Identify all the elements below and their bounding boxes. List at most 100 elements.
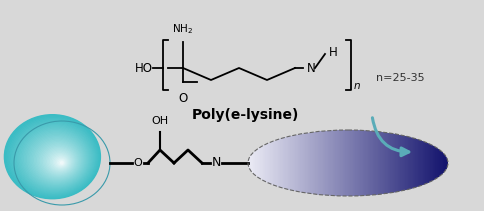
Bar [409,138,413,188]
Bar [270,142,273,184]
Bar [365,131,368,195]
Text: n=25-35: n=25-35 [375,73,424,83]
Text: n: n [353,81,360,91]
Ellipse shape [46,150,73,173]
Bar [345,130,348,196]
Bar [305,133,308,193]
Ellipse shape [59,161,64,165]
Ellipse shape [22,129,89,188]
Bar [422,142,425,184]
Bar [385,133,388,193]
Ellipse shape [12,121,95,194]
Bar [265,144,268,182]
Bar [372,131,375,195]
Bar [387,133,390,193]
Bar [337,130,340,196]
Ellipse shape [53,156,68,168]
Bar [412,138,415,188]
Ellipse shape [52,154,69,169]
Bar [350,130,353,196]
Ellipse shape [7,117,98,197]
Ellipse shape [42,146,76,176]
Ellipse shape [25,132,87,186]
Ellipse shape [15,123,93,192]
Ellipse shape [49,152,71,171]
Ellipse shape [23,130,88,187]
Bar [394,134,398,192]
Bar [439,151,442,174]
Bar [280,138,283,188]
Bar [283,138,286,188]
Ellipse shape [28,134,85,184]
Ellipse shape [40,145,76,176]
Ellipse shape [10,119,96,195]
Bar [435,148,438,178]
Ellipse shape [26,133,86,185]
Bar [315,132,318,194]
Bar [300,134,303,192]
Ellipse shape [58,159,65,166]
Bar [327,131,330,195]
Ellipse shape [33,139,81,181]
Ellipse shape [20,128,90,189]
Bar [340,130,343,196]
Bar [360,130,363,196]
Bar [407,137,410,189]
Bar [257,148,260,178]
Bar [370,131,373,195]
Bar [333,130,335,196]
Text: O: O [134,158,142,168]
Bar [375,131,378,195]
Ellipse shape [30,137,83,183]
Bar [437,150,440,176]
Bar [255,150,258,176]
Bar [250,154,253,172]
Ellipse shape [60,162,63,164]
Bar [310,132,313,194]
Bar [297,134,301,192]
Ellipse shape [36,141,79,179]
Bar [253,151,256,174]
Bar [430,145,433,181]
Bar [335,130,338,196]
Bar [362,130,365,196]
Ellipse shape [31,138,82,182]
Bar [417,140,420,186]
Bar [392,134,395,192]
Bar [352,130,355,196]
Bar [400,135,403,191]
Bar [377,132,380,194]
Ellipse shape [17,126,91,191]
Bar [402,136,405,190]
Ellipse shape [9,118,97,196]
Bar [285,137,288,189]
Bar [348,130,350,196]
Text: HO: HO [135,61,152,74]
Bar [445,158,448,168]
Bar [330,130,333,196]
Bar [292,135,295,191]
Ellipse shape [45,149,74,174]
Bar [432,146,435,180]
Bar [295,135,298,191]
Bar [290,136,293,190]
Bar [318,131,320,195]
Bar [380,132,383,194]
Bar [272,141,275,185]
Text: O: O [178,92,187,105]
Bar [355,130,358,196]
Ellipse shape [55,157,67,168]
Ellipse shape [247,130,447,196]
Bar [262,145,265,181]
Ellipse shape [56,158,66,166]
Ellipse shape [6,116,99,198]
Bar [382,132,385,194]
Ellipse shape [43,147,75,174]
Bar [277,139,280,187]
Text: N: N [306,61,315,74]
Bar [424,143,428,183]
Bar [442,154,445,172]
Ellipse shape [29,135,84,184]
Ellipse shape [37,142,78,178]
Ellipse shape [13,122,94,193]
